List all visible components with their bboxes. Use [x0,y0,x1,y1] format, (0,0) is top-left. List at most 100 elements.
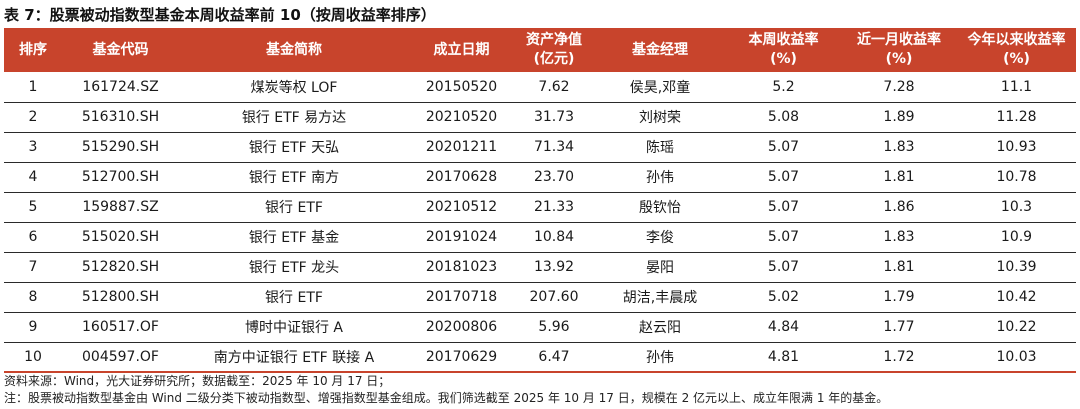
table-row: 1 161724.SZ 煤炭等权 LOF 20150520 7.62 侯昊,邓童 5.2 7.… [4,72,1076,103]
cell-inception-date: 20170629 [409,342,514,373]
table-row: 8 512800.SH 银行 ETF 20170718 207.60 胡洁,丰晨成 5.02… [4,282,1076,313]
cell-net-assets: 31.73 [514,102,594,133]
cell-weekly-return: 5.02 [726,282,841,313]
cell-fund-name: 银行 ETF 南方 [179,162,409,193]
table-row: 9 160517.OF 博时中证银行 A 20200806 5.96 赵云阳 4.84 1.7… [4,312,1076,343]
table-notes: 资料来源：Wind，光大证券研究所；数据截至：2025 年 10 月 17 日；… [4,373,888,407]
cell-fund-manager: 侯昊,邓童 [594,72,726,103]
cell-ytd-return: 10.9 [957,222,1076,253]
cell-rank: 6 [4,222,62,253]
cell-fund-manager: 胡洁,丰晨成 [594,282,726,313]
cell-fund-name: 煤炭等权 LOF [179,72,409,103]
cell-ytd-return: 11.1 [957,72,1076,103]
cell-fund-manager: 李俊 [594,222,726,253]
table-row: 5 159887.SZ 银行 ETF 20210512 21.33 殷钦怡 5.07 1.86… [4,192,1076,223]
header-fund-manager: 基金经理 [594,28,726,72]
cell-rank: 7 [4,252,62,283]
header-weekly-return: 本周收益率 (%) [726,28,841,72]
cell-fund-code: 512700.SH [62,162,179,193]
header-net-assets: 资产净值 (亿元) [514,28,594,72]
cell-weekly-return: 5.2 [726,72,841,103]
cell-weekly-return: 5.08 [726,102,841,133]
cell-rank: 9 [4,312,62,343]
cell-inception-date: 20210520 [409,102,514,133]
cell-ytd-return: 11.28 [957,102,1076,133]
header-monthly-return: 近一月收益率 (%) [841,28,957,72]
cell-inception-date: 20181023 [409,252,514,283]
cell-inception-date: 20201211 [409,132,514,163]
table-row: 6 515020.SH 银行 ETF 基金 20191024 10.84 李俊 5.07 1.… [4,222,1076,253]
cell-ytd-return: 10.78 [957,162,1076,193]
source-note: 资料来源：Wind，光大证券研究所；数据截至：2025 年 10 月 17 日； [4,374,391,388]
cell-fund-manager: 陈瑶 [594,132,726,163]
cell-fund-code: 516310.SH [62,102,179,133]
fund-ranking-table: 排序 基金代码 基金简称 成立日期 资产净值 (亿元) 基金经理 本周收益率 (%)… [4,28,1076,373]
cell-fund-name: 南方中证银行 ETF 联接 A [179,342,409,373]
cell-weekly-return: 5.07 [726,192,841,223]
cell-net-assets: 5.96 [514,312,594,343]
cell-weekly-return: 4.84 [726,312,841,343]
cell-monthly-return: 7.28 [841,72,957,103]
cell-monthly-return: 1.79 [841,282,957,313]
table-header-row: 排序 基金代码 基金简称 成立日期 资产净值 (亿元) 基金经理 本周收益率 (%)… [4,28,1076,72]
cell-monthly-return: 1.83 [841,132,957,163]
cell-ytd-return: 10.03 [957,342,1076,373]
cell-ytd-return: 10.22 [957,312,1076,343]
cell-net-assets: 21.33 [514,192,594,223]
cell-net-assets: 13.92 [514,252,594,283]
cell-fund-name: 银行 ETF [179,282,409,313]
header-rank: 排序 [4,28,62,72]
cell-monthly-return: 1.72 [841,342,957,373]
cell-fund-code: 160517.OF [62,312,179,343]
cell-fund-code: 515290.SH [62,132,179,163]
cell-monthly-return: 1.86 [841,192,957,223]
cell-inception-date: 20210512 [409,192,514,223]
cell-fund-code: 161724.SZ [62,72,179,103]
cell-fund-code: 512800.SH [62,282,179,313]
cell-inception-date: 20200806 [409,312,514,343]
cell-net-assets: 71.34 [514,132,594,163]
cell-inception-date: 20170628 [409,162,514,193]
table-row: 3 515290.SH 银行 ETF 天弘 20201211 71.34 陈瑶 5.07 1.… [4,132,1076,163]
cell-weekly-return: 5.07 [726,132,841,163]
cell-fund-name: 银行 ETF 龙头 [179,252,409,283]
cell-weekly-return: 5.07 [726,162,841,193]
cell-ytd-return: 10.42 [957,282,1076,313]
cell-net-assets: 207.60 [514,282,594,313]
cell-inception-date: 20170718 [409,282,514,313]
header-ytd-return: 今年以来收益率 (%) [957,28,1076,72]
cell-rank: 8 [4,282,62,313]
cell-fund-code: 004597.OF [62,342,179,373]
cell-monthly-return: 1.77 [841,312,957,343]
cell-ytd-return: 10.39 [957,252,1076,283]
cell-rank: 1 [4,72,62,103]
cell-inception-date: 20150520 [409,72,514,103]
footnote: 注：股票被动指数型基金由 Wind 二级分类下被动指数型、增强指数型基金组成。我… [4,391,889,405]
cell-rank: 2 [4,102,62,133]
cell-fund-name: 银行 ETF 天弘 [179,132,409,163]
table-row: 10 004597.OF 南方中证银行 ETF 联接 A 20170629 6.47 孙伟… [4,342,1076,373]
cell-fund-manager: 孙伟 [594,162,726,193]
cell-monthly-return: 1.89 [841,102,957,133]
table-body: 1 161724.SZ 煤炭等权 LOF 20150520 7.62 侯昊,邓童 5.2 7.… [4,72,1076,373]
header-fund-code: 基金代码 [62,28,179,72]
cell-net-assets: 7.62 [514,72,594,103]
header-inception-date: 成立日期 [409,28,514,72]
cell-ytd-return: 10.93 [957,132,1076,163]
cell-monthly-return: 1.81 [841,252,957,283]
table-row: 4 512700.SH 银行 ETF 南方 20170628 23.70 孙伟 5.07 1.… [4,162,1076,193]
cell-fund-name: 银行 ETF [179,192,409,223]
cell-ytd-return: 10.3 [957,192,1076,223]
cell-net-assets: 23.70 [514,162,594,193]
cell-fund-manager: 殷钦怡 [594,192,726,223]
cell-fund-manager: 孙伟 [594,342,726,373]
cell-weekly-return: 5.07 [726,252,841,283]
cell-monthly-return: 1.83 [841,222,957,253]
cell-rank: 4 [4,162,62,193]
table-row: 7 512820.SH 银行 ETF 龙头 20181023 13.92 晏阳 5.07 1.… [4,252,1076,283]
cell-fund-name: 银行 ETF 基金 [179,222,409,253]
header-fund-name: 基金简称 [179,28,409,72]
cell-weekly-return: 5.07 [726,222,841,253]
cell-rank: 5 [4,192,62,223]
cell-fund-code: 512820.SH [62,252,179,283]
